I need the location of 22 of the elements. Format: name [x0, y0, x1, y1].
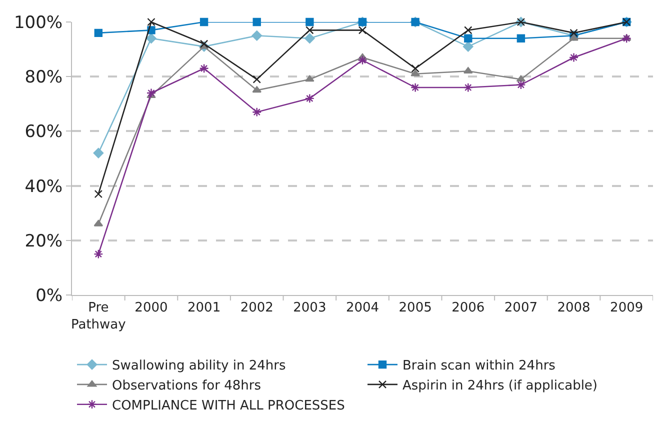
- y-tick-label: 40%: [24, 176, 63, 197]
- legend-label: Swallowing ability in 24hrs: [112, 358, 286, 374]
- x-tick-label: 2005: [398, 300, 432, 316]
- x-tick-label: Pre Pathway: [70, 300, 126, 332]
- y-tick-label: 60%: [24, 122, 63, 142]
- x-tick-label: 2002: [240, 300, 274, 316]
- legend-label: Observations for 48hrs: [112, 378, 262, 394]
- x-tick-label: 2001: [188, 300, 221, 316]
- y-tick-label: 0%: [36, 286, 63, 306]
- x-tick-label: 2003: [293, 300, 326, 316]
- x-tick-label: 2009: [610, 300, 644, 316]
- x-tick-label: 2006: [452, 300, 485, 316]
- x-tick-label: 2000: [134, 300, 168, 316]
- y-tick-label: 100%: [14, 12, 63, 33]
- y-tick-label: 80%: [24, 68, 63, 88]
- legend-label: COMPLIANCE WITH ALL PROCESSES: [112, 398, 345, 414]
- legend-label: Aspirin in 24hrs (if applicable): [402, 378, 598, 394]
- x-tick-label: 2008: [557, 300, 590, 316]
- x-tick-label: 2007: [504, 300, 538, 316]
- legend-label: Brain scan within 24hrs: [402, 358, 556, 374]
- x-tick-label: 2004: [346, 300, 380, 316]
- y-tick-label: 20%: [24, 231, 63, 252]
